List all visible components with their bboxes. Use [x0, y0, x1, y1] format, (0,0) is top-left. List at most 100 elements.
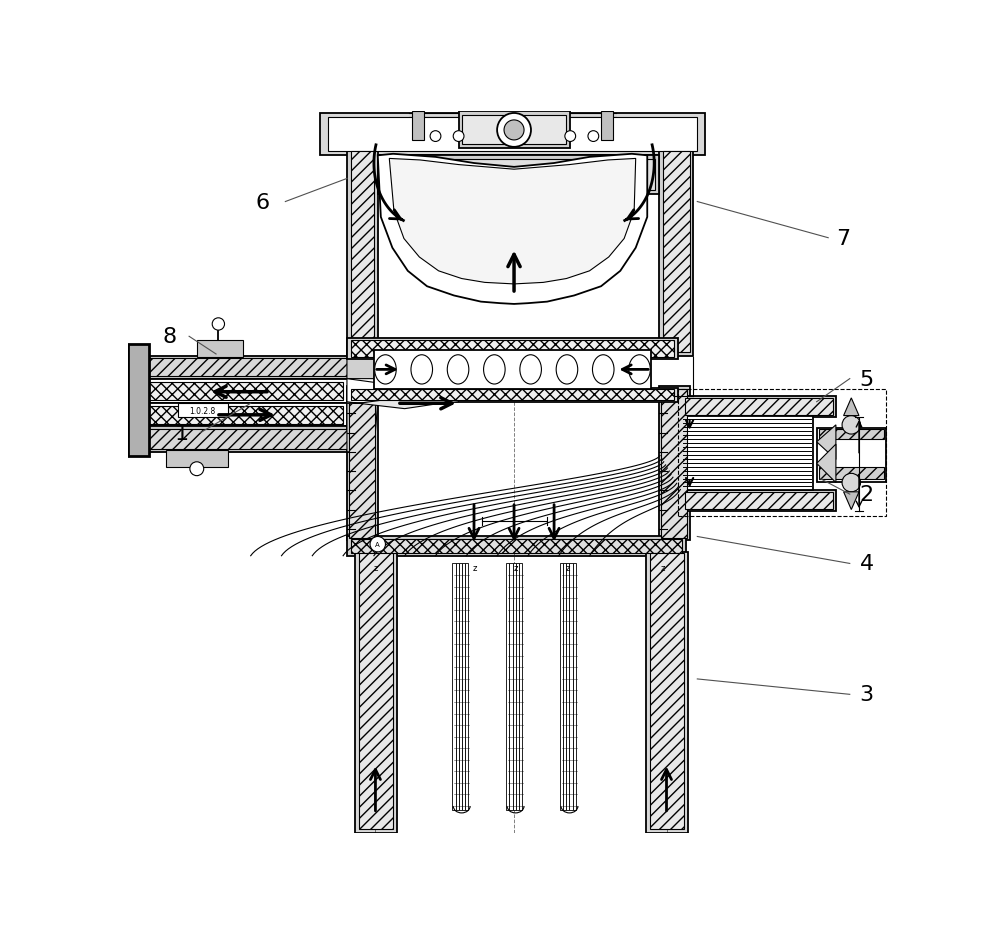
Bar: [347, 149, 378, 357]
Polygon shape: [347, 379, 420, 403]
Bar: [459, 563, 462, 810]
Bar: [456, 563, 459, 810]
Text: 7: 7: [837, 228, 851, 248]
Ellipse shape: [411, 356, 433, 385]
Ellipse shape: [592, 356, 614, 385]
Bar: [347, 537, 686, 556]
Bar: [355, 552, 397, 833]
Bar: [131, 382, 343, 401]
Bar: [646, 552, 688, 833]
Text: 1: 1: [174, 423, 188, 443]
Bar: [519, 563, 522, 810]
Polygon shape: [844, 399, 859, 417]
Bar: [131, 358, 349, 377]
Bar: [819, 430, 884, 439]
Bar: [685, 399, 833, 416]
Bar: [349, 389, 375, 538]
Bar: [685, 492, 833, 509]
Polygon shape: [817, 425, 836, 460]
Bar: [682, 490, 836, 511]
Text: 1.0.2.8: 1.0.2.8: [189, 406, 215, 416]
Ellipse shape: [484, 356, 505, 385]
Ellipse shape: [447, 356, 469, 385]
Bar: [128, 344, 149, 456]
Bar: [351, 153, 374, 352]
Text: z: z: [473, 563, 477, 572]
Bar: [452, 563, 456, 810]
Polygon shape: [817, 445, 836, 483]
Bar: [374, 351, 651, 389]
Circle shape: [504, 121, 524, 140]
Polygon shape: [347, 402, 378, 452]
Bar: [128, 427, 351, 452]
Bar: [462, 115, 566, 145]
Bar: [462, 563, 465, 810]
Circle shape: [212, 318, 225, 330]
Text: 5: 5: [860, 369, 874, 389]
Circle shape: [430, 132, 441, 142]
Ellipse shape: [375, 356, 396, 385]
Bar: [347, 387, 378, 541]
Circle shape: [453, 132, 464, 142]
Bar: [512, 563, 516, 810]
Bar: [509, 563, 513, 810]
Polygon shape: [347, 390, 459, 409]
Bar: [678, 389, 886, 516]
Bar: [601, 112, 613, 140]
Bar: [320, 114, 705, 156]
Bar: [682, 396, 836, 417]
Bar: [351, 341, 674, 358]
Circle shape: [370, 537, 385, 552]
Bar: [663, 153, 690, 352]
Circle shape: [842, 474, 861, 492]
Ellipse shape: [629, 356, 650, 385]
Circle shape: [588, 132, 599, 142]
Circle shape: [842, 417, 861, 434]
Text: 6: 6: [255, 192, 269, 212]
Text: A: A: [375, 542, 380, 548]
Bar: [465, 563, 468, 810]
Text: z: z: [660, 563, 665, 572]
Circle shape: [497, 114, 531, 148]
Bar: [378, 156, 659, 195]
Bar: [516, 563, 519, 810]
Bar: [563, 563, 566, 810]
Bar: [131, 406, 343, 425]
Bar: [566, 563, 569, 810]
Bar: [382, 160, 655, 191]
Bar: [128, 379, 351, 403]
Bar: [128, 357, 351, 379]
Ellipse shape: [556, 356, 578, 385]
Text: 3: 3: [860, 684, 874, 705]
Polygon shape: [347, 357, 378, 379]
Bar: [819, 468, 884, 479]
Text: z: z: [566, 563, 570, 572]
Polygon shape: [378, 154, 647, 304]
Bar: [347, 339, 678, 360]
Bar: [131, 430, 349, 450]
Bar: [459, 112, 570, 149]
Bar: [650, 554, 684, 829]
Bar: [506, 563, 509, 810]
Bar: [197, 341, 243, 358]
Text: z: z: [513, 563, 518, 572]
Ellipse shape: [520, 356, 541, 385]
Polygon shape: [844, 492, 859, 510]
Bar: [347, 388, 678, 402]
Text: 2: 2: [860, 485, 874, 505]
Bar: [359, 554, 393, 829]
Bar: [328, 118, 697, 153]
Bar: [569, 563, 573, 810]
Text: 4: 4: [860, 554, 874, 574]
Bar: [817, 429, 886, 482]
Bar: [560, 563, 563, 810]
Bar: [573, 563, 576, 810]
Circle shape: [190, 462, 204, 476]
Text: 8: 8: [163, 327, 177, 347]
Bar: [659, 149, 693, 357]
Bar: [661, 389, 687, 538]
Polygon shape: [389, 159, 636, 285]
Bar: [412, 112, 424, 140]
Bar: [351, 390, 674, 401]
Bar: [128, 403, 351, 427]
